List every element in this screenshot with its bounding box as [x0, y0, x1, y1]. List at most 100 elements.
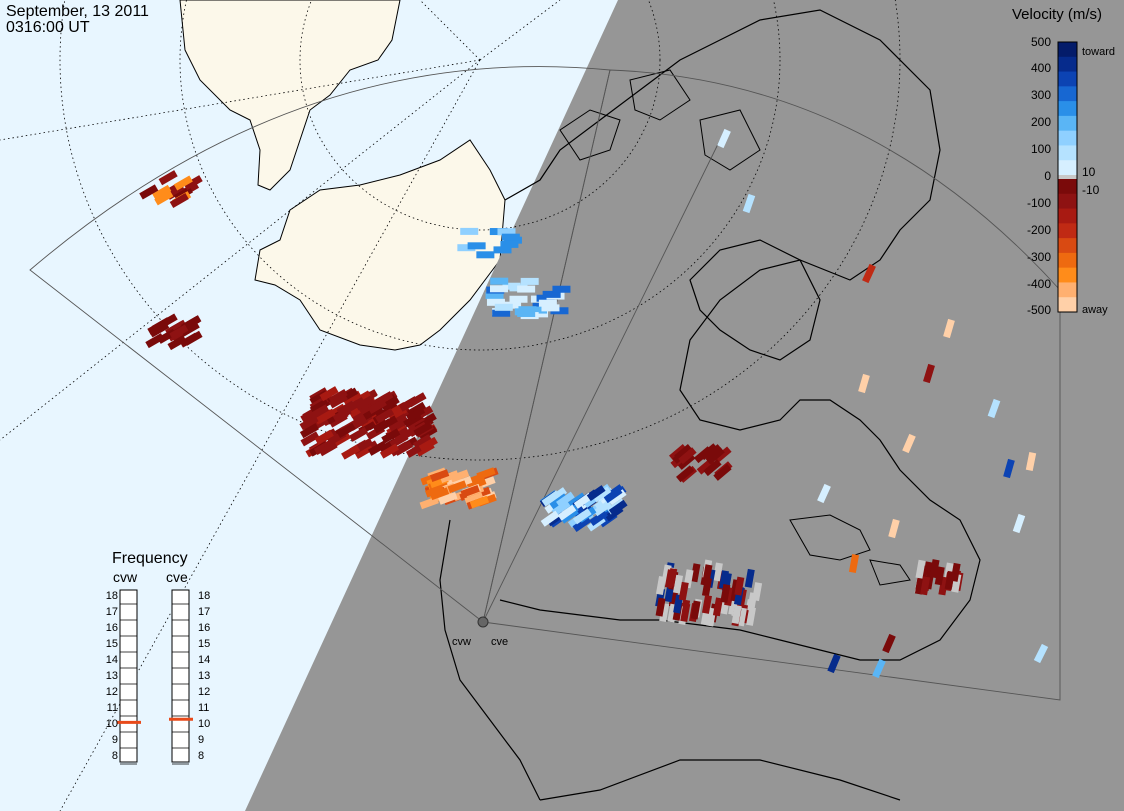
velocity-cell: [509, 295, 528, 303]
legend-tick: 10: [1082, 165, 1096, 179]
velocity-cell: [341, 444, 361, 460]
velocity-cell: [608, 499, 628, 516]
radar-fov: [29, 66, 1061, 701]
legend-toward-label: toward: [1082, 46, 1116, 58]
great-lakes: [789, 514, 911, 586]
velocity-cell: [154, 190, 174, 206]
colorbar-swatch-toward: [1058, 130, 1077, 146]
velocity-cell: [413, 421, 433, 437]
colorbar-swatch-toward: [1058, 145, 1077, 161]
legend-tick: 200: [1030, 115, 1051, 129]
velocity-cell: [429, 487, 450, 501]
velocity-cell: [501, 233, 520, 241]
velocity-cell: [299, 423, 319, 439]
freq-scale-number: 8: [198, 750, 205, 762]
freq-label-cvw: cvw: [113, 569, 138, 585]
velocity-cell: [672, 574, 684, 594]
freq-scale-number: 12: [198, 686, 211, 698]
velocity-cell: [492, 309, 511, 317]
velocity-cell: [407, 392, 427, 408]
velocity-cell: [497, 228, 516, 236]
legend-tick: 300: [1030, 88, 1051, 102]
velocity-cell: [541, 490, 561, 507]
velocity-cell: [542, 290, 561, 298]
colorbar-swatch-toward: [1058, 71, 1077, 87]
velocity-cell: [827, 653, 841, 674]
velocity-cell: [538, 299, 557, 307]
freq-scale-number: 13: [198, 670, 211, 682]
velocity-cell: [314, 429, 334, 445]
velocity-cell: [348, 426, 369, 442]
legend-tick: 400: [1030, 61, 1051, 75]
velocity-cell: [703, 459, 722, 477]
freq-scale-number: 16: [198, 622, 211, 634]
velocity-cell: [493, 246, 512, 254]
velocity-cell: [310, 404, 330, 420]
velocity-cell: [603, 487, 623, 504]
velocity-cell: [987, 398, 1001, 419]
velocity-cell: [412, 434, 433, 450]
freq-scale-number: 14: [198, 654, 211, 666]
velocity-cell: [592, 486, 612, 503]
velocity-cells: [139, 128, 1049, 679]
freq-scale-number: 10: [105, 718, 118, 730]
velocity-cell: [1012, 513, 1026, 534]
colorbar-swatch-toward: [1058, 101, 1077, 117]
velocity-cell: [552, 285, 571, 293]
velocity-cell: [180, 321, 200, 337]
colorbar-swatch-away: [1058, 252, 1077, 269]
velocity-cell: [655, 597, 666, 617]
freq-scale-number: 15: [105, 638, 118, 650]
time-label: 0316:00 UT: [6, 19, 90, 36]
velocity-cell: [713, 463, 732, 481]
freq-scale-number: 9: [198, 734, 205, 746]
freq-scale-number: 11: [106, 702, 118, 714]
freq-bar-cvw: [119, 589, 138, 763]
velocity-cell: [530, 310, 549, 318]
velocity-cell: [572, 515, 592, 533]
velocity-cell: [817, 483, 831, 504]
velocity-cell: [485, 292, 504, 300]
legend-tick: -500: [1026, 303, 1051, 317]
velocity-cell: [701, 594, 712, 614]
colorbar-swatch-away: [1058, 208, 1077, 224]
velocity-cell: [336, 400, 356, 416]
velocity-cell: [703, 444, 723, 462]
velocity-cell: [731, 605, 742, 624]
velocity-colorbar: [1058, 42, 1077, 313]
velocity-cell: [158, 313, 178, 329]
velocity-cell: [139, 184, 159, 200]
velocity-cell: [457, 244, 476, 252]
velocity-cell: [718, 570, 730, 590]
freq-scale-number: 14: [105, 654, 118, 666]
velocity-cell: [556, 491, 575, 508]
velocity-cell: [680, 603, 691, 622]
velocity-cell: [486, 298, 505, 306]
velocity-cell: [744, 568, 755, 588]
legend-tick: 500: [1030, 35, 1051, 49]
velocity-cell: [517, 309, 536, 317]
colorbar-swatch-ground: [1058, 175, 1077, 179]
velocity-cell: [354, 395, 375, 411]
velocity-cell: [158, 170, 178, 186]
velocity-cell: [318, 441, 338, 457]
graticule: [0, 0, 901, 811]
velocity-cell: [182, 315, 202, 331]
colorbar-swatch-away: [1058, 297, 1077, 313]
velocity-cell: [173, 175, 193, 191]
velocity-cell: [449, 469, 470, 483]
colorbar-swatch-away: [1058, 179, 1077, 195]
velocity-cell: [500, 240, 519, 248]
velocity-cell: [489, 285, 508, 293]
freq-scale-number: 8: [111, 750, 118, 762]
velocity-cell: [183, 175, 203, 191]
velocity-cell: [518, 306, 537, 314]
velocity-cell: [467, 242, 486, 250]
velocity-cell: [169, 192, 189, 209]
velocity-cell: [915, 559, 926, 579]
velocity-cell: [572, 508, 592, 525]
velocity-cell: [309, 398, 329, 414]
velocity-cell: [380, 396, 400, 412]
velocity-cell: [419, 496, 439, 510]
